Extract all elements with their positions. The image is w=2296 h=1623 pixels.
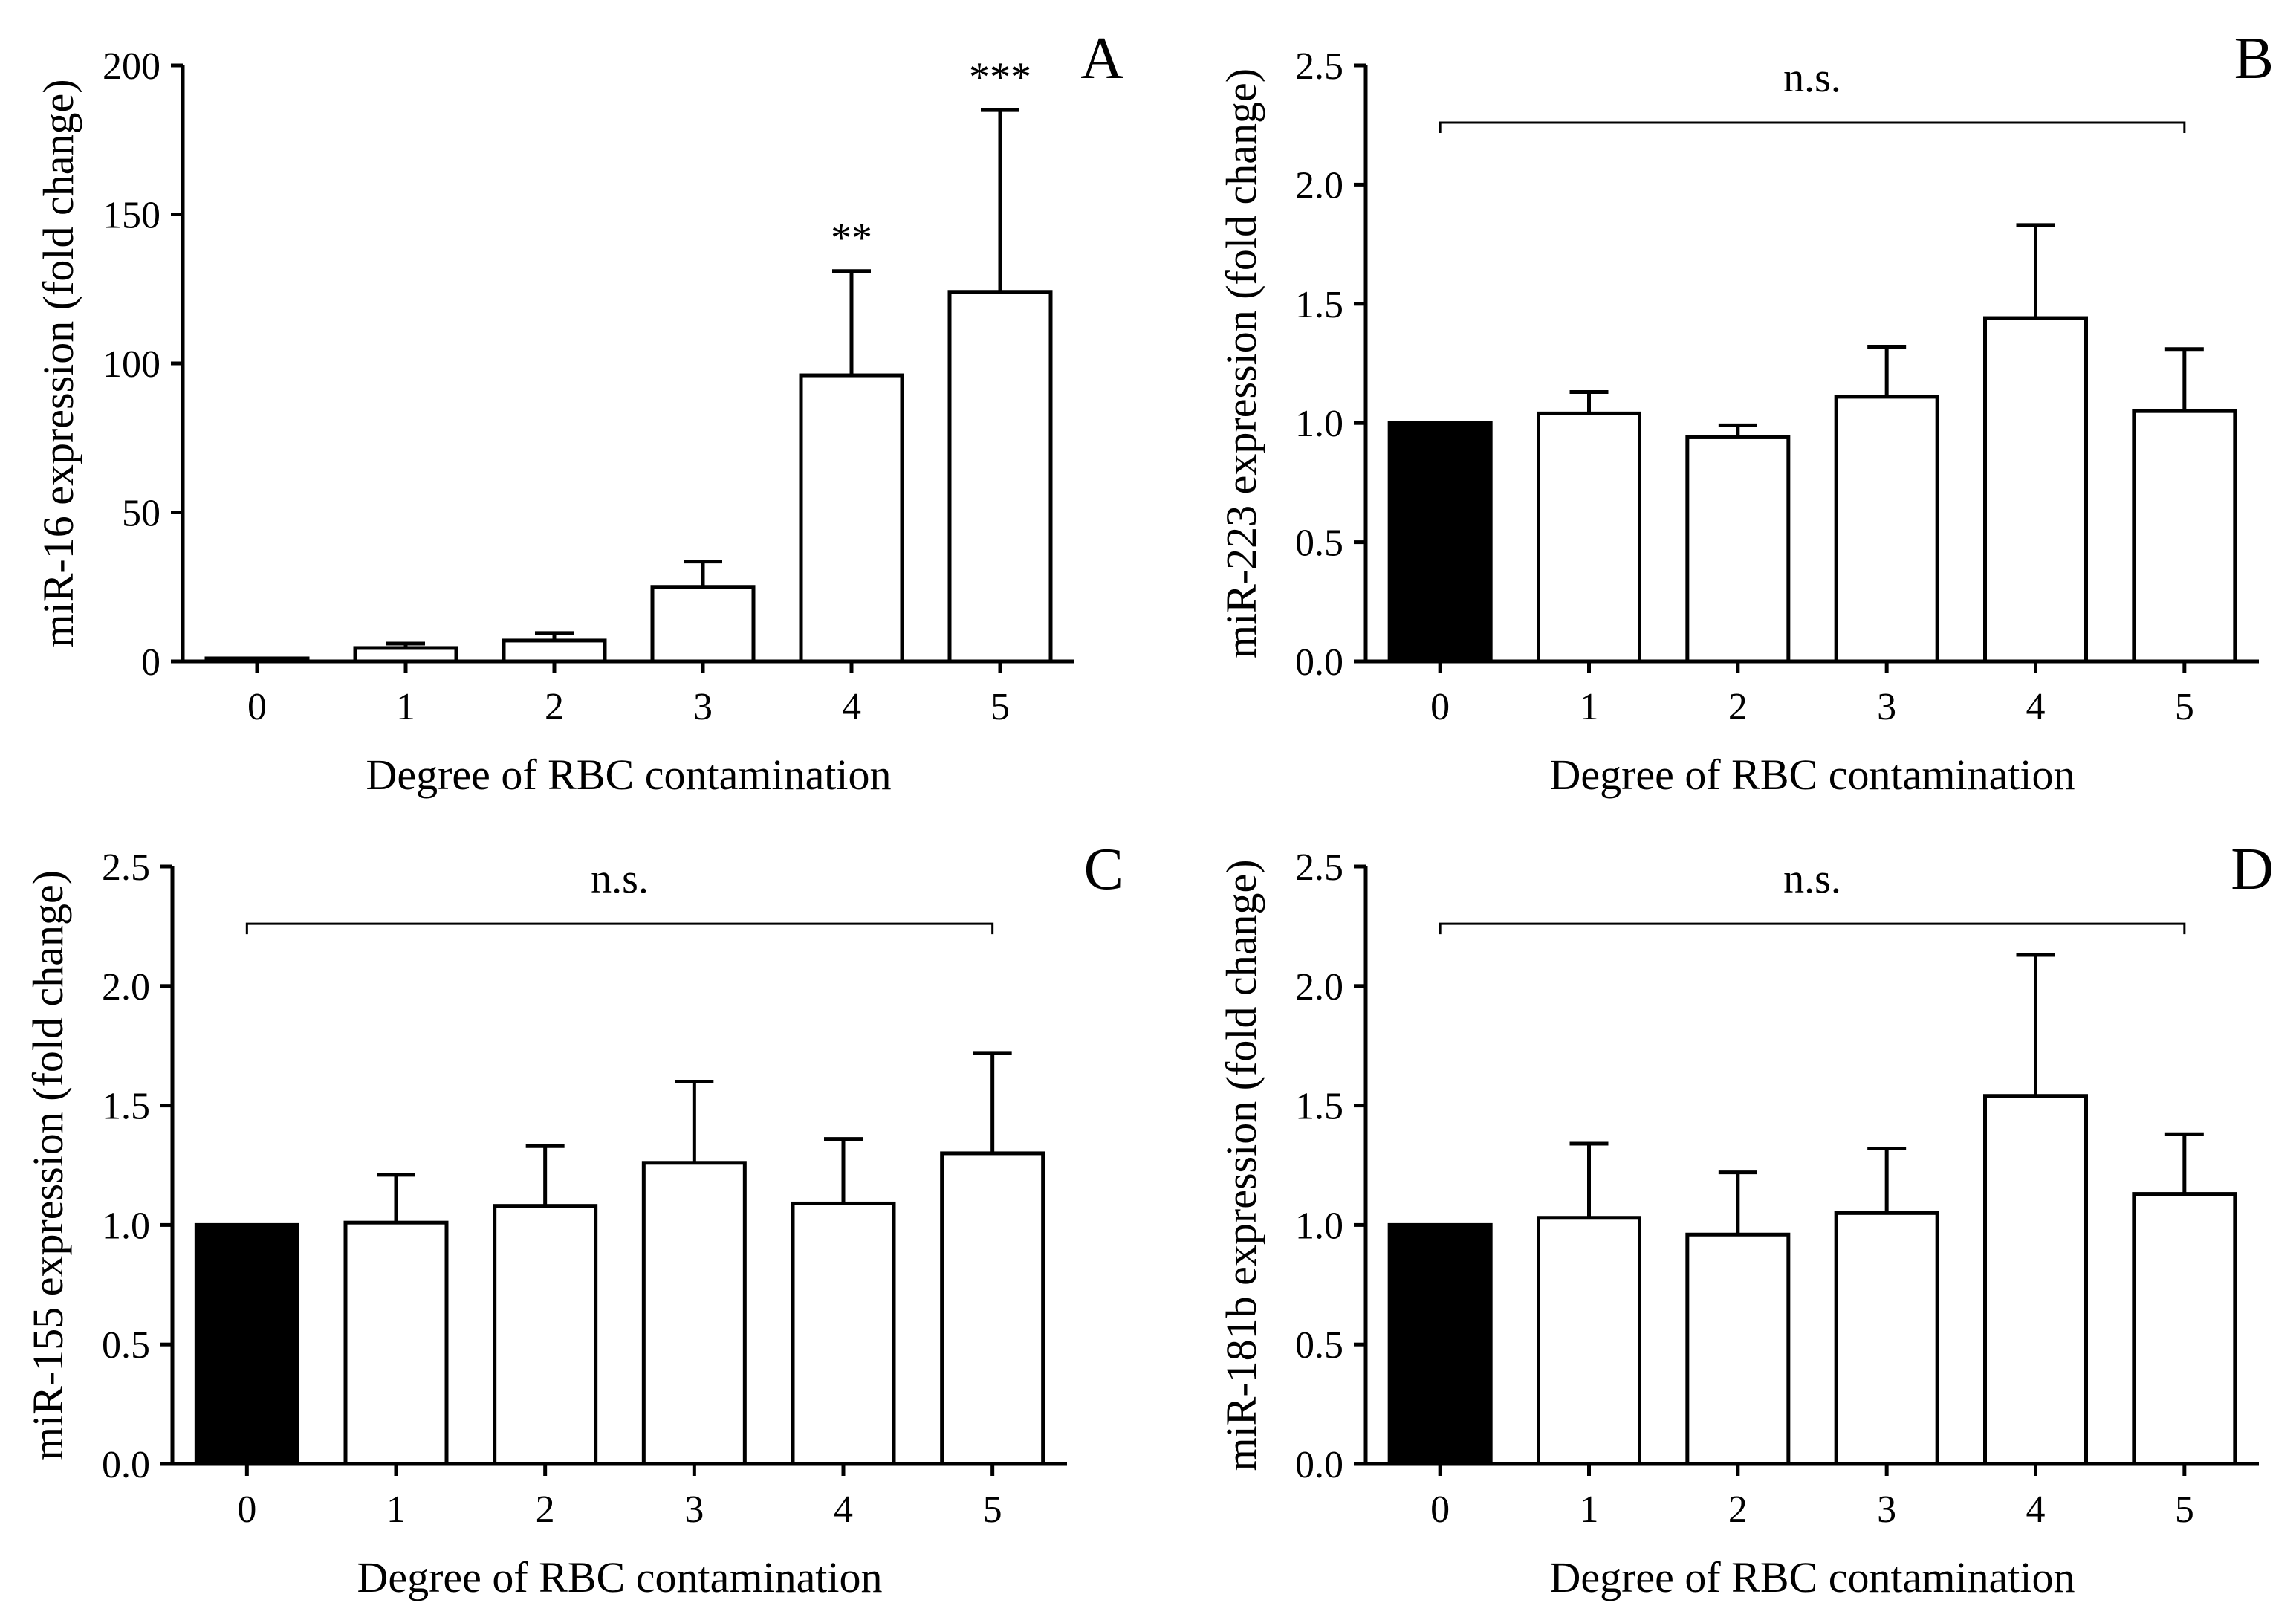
bar-5 [947,290,1053,664]
x-tick-label: 2 [1728,686,1748,728]
y-tick-label: 50 [122,493,160,535]
bar-1 [353,646,458,664]
x-axis-title: Degree of RBC contamination [366,751,891,799]
y-tick-label: 0.0 [102,1444,150,1486]
y-tick-label: 2.5 [102,846,150,889]
bar-1 [1537,1216,1641,1466]
panel-letter: B [2234,26,2274,91]
x-tick-label: 4 [834,1488,853,1531]
y-tick-label: 2.0 [1295,164,1343,207]
bar-2 [502,638,607,664]
y-tick-label: 1.0 [1295,1205,1343,1247]
panel-b: 0.0 0.5 1.0 1.5 2.0 2.5 0 1 2 3 4 5 Degree of RBC co… [1217,26,2274,799]
y-axis-title: miR-223 expression (fold change) [1217,68,1265,658]
y-tick-label: 0.0 [1295,641,1343,684]
bar-1 [1537,411,1641,664]
x-tick-label: 5 [2175,1488,2194,1531]
x-axis-title: Degree of RBC contamination [357,1553,882,1601]
y-tick-label: 0.5 [1295,1324,1343,1367]
x-tick-label: 5 [990,686,1010,728]
y-tick-label: 0.5 [1295,522,1343,565]
y-tick-label: 150 [103,195,160,237]
x-tick-label: 2 [536,1488,555,1531]
bar-4 [791,1201,896,1466]
x-tick-label: 5 [983,1488,1002,1531]
significance-bracket [245,922,994,935]
bar-2 [493,1204,598,1466]
panel-a: 0 50 100 150 200 0 1 2 3 4 5 Degree of RBC contamin… [34,26,1123,799]
x-tick-label: 4 [2026,686,2046,728]
y-tick-label: 0 [141,641,160,684]
significance-bracket [1439,922,2186,935]
bar-3 [1834,395,1939,664]
x-tick-label: 3 [1877,1488,1896,1531]
x-tick-label: 2 [1728,1488,1748,1531]
significance-bracket-label: n.s. [1783,856,1841,902]
bar-0 [1387,421,1493,664]
bar-3 [1834,1211,1939,1466]
y-tick-label: 2.0 [1295,966,1343,1008]
x-tick-label: 4 [2026,1488,2046,1531]
bar-0 [194,1222,299,1466]
bar-3 [641,1161,747,1466]
significance-marker: *** [969,54,1031,100]
x-tick-label: 1 [386,1488,406,1531]
panel-d: 0.0 0.5 1.0 1.5 2.0 2.5 0 1 2 3 4 5 Degree of RBC co… [1217,837,2274,1601]
bar-2 [1685,435,1791,664]
y-tick-label: 100 [103,343,160,386]
x-tick-label: 5 [2175,686,2194,728]
y-tick-label: 1.0 [1295,403,1343,445]
x-tick-label: 2 [545,686,564,728]
x-tick-label: 0 [237,1488,256,1531]
y-tick-label: 1.0 [102,1205,150,1247]
x-tick-label: 0 [1430,1488,1450,1531]
bar-5 [940,1151,1045,1466]
significance-marker: ** [831,216,872,262]
y-tick-label: 2.5 [1295,846,1343,889]
bar-1 [343,1220,449,1466]
y-tick-label: 2.0 [102,966,150,1008]
y-axis-title: miR-16 expression (fold change) [34,79,82,647]
bar-3 [650,585,756,664]
x-tick-label: 0 [247,686,267,728]
x-tick-label: 1 [1580,1488,1599,1531]
x-tick-label: 3 [1877,686,1896,728]
y-tick-label: 1.5 [1295,1086,1343,1128]
y-tick-label: 200 [103,45,160,88]
x-tick-label: 0 [1430,686,1450,728]
bar-4 [799,373,904,664]
panel-letter: D [2231,837,2274,902]
bar-4 [1983,316,2088,664]
bar-0 [1387,1222,1493,1466]
panel-letter: C [1084,837,1123,902]
y-tick-label: 1.5 [102,1086,150,1128]
y-axis-title: miR-155 expression (fold change) [24,870,72,1460]
bar-2 [1685,1232,1791,1466]
y-tick-label: 0.0 [1295,1444,1343,1486]
x-tick-label: 3 [684,1488,704,1531]
x-axis-title: Degree of RBC contamination [1549,1553,2075,1601]
y-axis-title: miR-181b expression (fold change) [1217,859,1265,1471]
x-tick-label: 4 [842,686,861,728]
significance-bracket-label: n.s. [1783,55,1841,101]
bar-5 [2132,1192,2237,1466]
panel-letter: A [1080,26,1123,91]
significance-bracket-label: n.s. [591,856,649,902]
bar-4 [1983,1094,2088,1466]
x-axis-title: Degree of RBC contamination [1549,751,2075,799]
x-tick-label: 3 [693,686,713,728]
y-tick-label: 0.5 [102,1324,150,1367]
x-tick-label: 1 [1580,686,1599,728]
panel-c: 0.0 0.5 1.0 1.5 2.0 2.5 0 1 2 3 4 5 Degree of RBC co… [24,837,1123,1601]
y-tick-label: 2.5 [1295,45,1343,88]
x-tick-label: 1 [396,686,415,728]
bar-5 [2132,409,2237,664]
significance-bracket [1439,121,2186,133]
y-tick-label: 1.5 [1295,284,1343,326]
